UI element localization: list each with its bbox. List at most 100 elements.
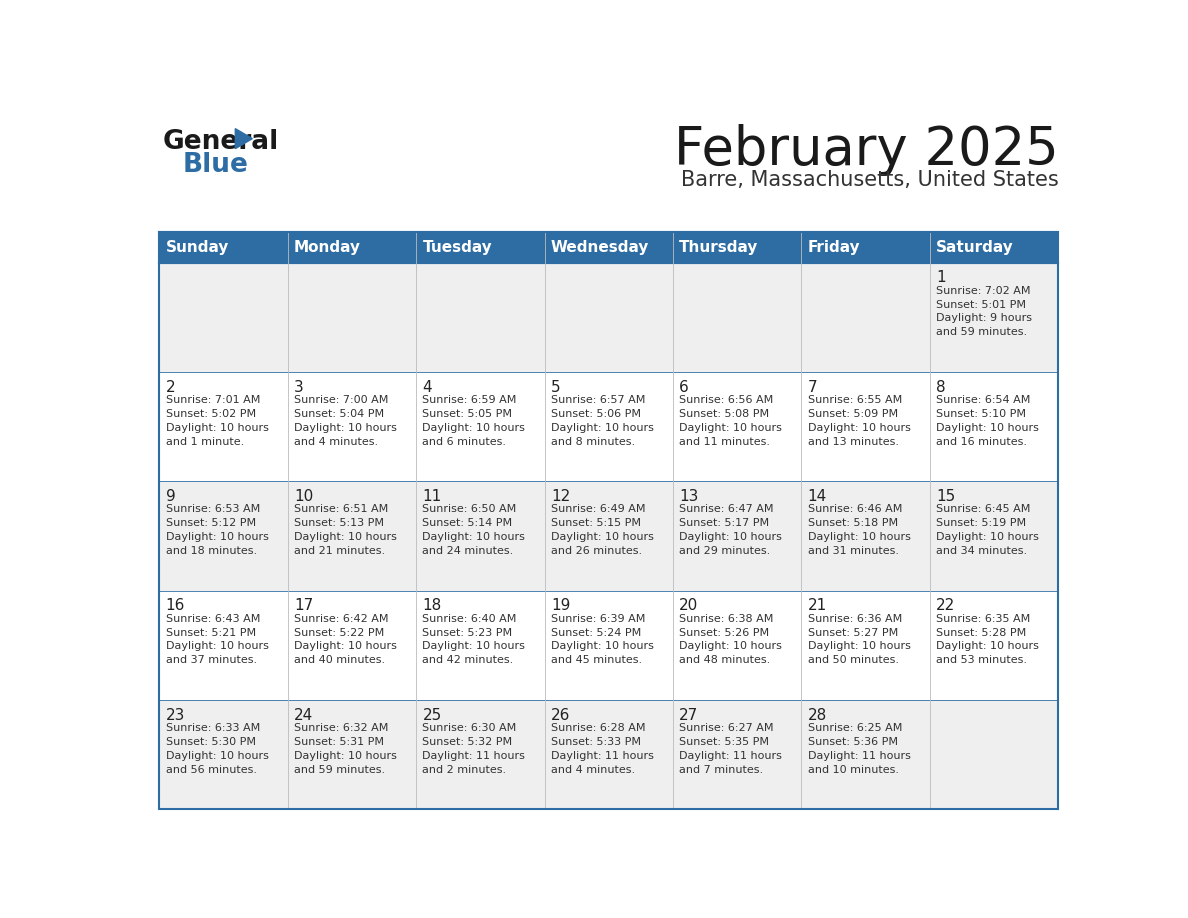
Text: Sunset: 5:01 PM: Sunset: 5:01 PM — [936, 299, 1026, 309]
Text: Daylight: 10 hours: Daylight: 10 hours — [680, 423, 782, 432]
Text: Daylight: 10 hours: Daylight: 10 hours — [551, 642, 653, 652]
Text: and 53 minutes.: and 53 minutes. — [936, 655, 1028, 666]
Text: and 18 minutes.: and 18 minutes. — [165, 546, 257, 556]
Text: 15: 15 — [936, 489, 955, 504]
Text: Sunset: 5:04 PM: Sunset: 5:04 PM — [293, 409, 384, 419]
Text: Sunrise: 6:43 AM: Sunrise: 6:43 AM — [165, 614, 260, 623]
Text: 6: 6 — [680, 380, 689, 395]
Text: and 4 minutes.: and 4 minutes. — [551, 765, 634, 775]
Text: 26: 26 — [551, 708, 570, 722]
Text: Sunset: 5:02 PM: Sunset: 5:02 PM — [165, 409, 255, 419]
Text: Daylight: 10 hours: Daylight: 10 hours — [293, 642, 397, 652]
Text: 9: 9 — [165, 489, 176, 504]
Text: Sunset: 5:31 PM: Sunset: 5:31 PM — [293, 737, 384, 747]
Text: Daylight: 10 hours: Daylight: 10 hours — [423, 642, 525, 652]
Text: Sunset: 5:23 PM: Sunset: 5:23 PM — [423, 628, 512, 638]
Text: 8: 8 — [936, 380, 946, 395]
Text: Sunrise: 6:55 AM: Sunrise: 6:55 AM — [808, 395, 902, 405]
Text: Sunset: 5:13 PM: Sunset: 5:13 PM — [293, 519, 384, 528]
Text: Sunset: 5:30 PM: Sunset: 5:30 PM — [165, 737, 255, 747]
Text: Sunrise: 7:02 AM: Sunrise: 7:02 AM — [936, 285, 1031, 296]
Text: and 16 minutes.: and 16 minutes. — [936, 437, 1028, 447]
Text: and 42 minutes.: and 42 minutes. — [423, 655, 513, 666]
Text: and 24 minutes.: and 24 minutes. — [423, 546, 513, 556]
Text: and 48 minutes.: and 48 minutes. — [680, 655, 771, 666]
Text: Blue: Blue — [183, 151, 248, 178]
Text: and 40 minutes.: and 40 minutes. — [293, 655, 385, 666]
Text: Daylight: 11 hours: Daylight: 11 hours — [680, 751, 782, 761]
Text: 27: 27 — [680, 708, 699, 722]
Text: Tuesday: Tuesday — [423, 240, 492, 254]
Text: Sunset: 5:17 PM: Sunset: 5:17 PM — [680, 519, 770, 528]
Text: 10: 10 — [293, 489, 314, 504]
Text: Sunset: 5:15 PM: Sunset: 5:15 PM — [551, 519, 640, 528]
Text: Friday: Friday — [808, 240, 860, 254]
Text: and 2 minutes.: and 2 minutes. — [423, 765, 506, 775]
Text: and 56 minutes.: and 56 minutes. — [165, 765, 257, 775]
Text: Sunrise: 6:39 AM: Sunrise: 6:39 AM — [551, 614, 645, 623]
Text: Daylight: 10 hours: Daylight: 10 hours — [680, 642, 782, 652]
Text: 4: 4 — [423, 380, 432, 395]
Text: Daylight: 10 hours: Daylight: 10 hours — [936, 642, 1040, 652]
Text: Daylight: 10 hours: Daylight: 10 hours — [165, 423, 268, 432]
Text: Daylight: 10 hours: Daylight: 10 hours — [423, 423, 525, 432]
Text: Sunrise: 6:28 AM: Sunrise: 6:28 AM — [551, 723, 645, 733]
Text: and 59 minutes.: and 59 minutes. — [936, 328, 1028, 337]
Text: Sunset: 5:32 PM: Sunset: 5:32 PM — [423, 737, 512, 747]
Text: Daylight: 10 hours: Daylight: 10 hours — [680, 532, 782, 543]
Text: Sunrise: 6:45 AM: Sunrise: 6:45 AM — [936, 504, 1030, 514]
Text: and 26 minutes.: and 26 minutes. — [551, 546, 642, 556]
Text: Daylight: 10 hours: Daylight: 10 hours — [423, 532, 525, 543]
Text: 23: 23 — [165, 708, 185, 722]
Text: and 29 minutes.: and 29 minutes. — [680, 546, 771, 556]
Text: Daylight: 10 hours: Daylight: 10 hours — [808, 423, 910, 432]
Text: Sunset: 5:36 PM: Sunset: 5:36 PM — [808, 737, 898, 747]
Text: Sunrise: 6:42 AM: Sunrise: 6:42 AM — [293, 614, 388, 623]
Text: 16: 16 — [165, 599, 185, 613]
Polygon shape — [235, 129, 252, 149]
Text: Sunrise: 6:47 AM: Sunrise: 6:47 AM — [680, 504, 773, 514]
Text: Sunrise: 6:50 AM: Sunrise: 6:50 AM — [423, 504, 517, 514]
Text: and 21 minutes.: and 21 minutes. — [293, 546, 385, 556]
Text: Sunset: 5:22 PM: Sunset: 5:22 PM — [293, 628, 384, 638]
Text: Sunrise: 6:36 AM: Sunrise: 6:36 AM — [808, 614, 902, 623]
Text: and 13 minutes.: and 13 minutes. — [808, 437, 898, 447]
Text: Sunrise: 6:32 AM: Sunrise: 6:32 AM — [293, 723, 388, 733]
Text: Daylight: 11 hours: Daylight: 11 hours — [808, 751, 910, 761]
Text: Daylight: 10 hours: Daylight: 10 hours — [808, 642, 910, 652]
Text: Sunrise: 6:35 AM: Sunrise: 6:35 AM — [936, 614, 1030, 623]
Text: Sunrise: 6:25 AM: Sunrise: 6:25 AM — [808, 723, 902, 733]
Text: and 4 minutes.: and 4 minutes. — [293, 437, 378, 447]
Text: 22: 22 — [936, 599, 955, 613]
Text: Sunset: 5:06 PM: Sunset: 5:06 PM — [551, 409, 640, 419]
Text: Sunset: 5:09 PM: Sunset: 5:09 PM — [808, 409, 898, 419]
Text: 7: 7 — [808, 380, 817, 395]
Text: Sunrise: 6:33 AM: Sunrise: 6:33 AM — [165, 723, 260, 733]
Text: Daylight: 10 hours: Daylight: 10 hours — [165, 532, 268, 543]
Text: Sunset: 5:19 PM: Sunset: 5:19 PM — [936, 519, 1026, 528]
Text: and 59 minutes.: and 59 minutes. — [293, 765, 385, 775]
Text: and 31 minutes.: and 31 minutes. — [808, 546, 898, 556]
Text: Daylight: 10 hours: Daylight: 10 hours — [551, 532, 653, 543]
Text: 3: 3 — [293, 380, 304, 395]
Text: and 34 minutes.: and 34 minutes. — [936, 546, 1028, 556]
Bar — [159, 481, 1059, 590]
Text: Monday: Monday — [293, 240, 361, 254]
Text: Sunset: 5:24 PM: Sunset: 5:24 PM — [551, 628, 642, 638]
Text: Sunset: 5:08 PM: Sunset: 5:08 PM — [680, 409, 770, 419]
Text: Sunset: 5:35 PM: Sunset: 5:35 PM — [680, 737, 770, 747]
Text: 2: 2 — [165, 380, 175, 395]
Text: Sunset: 5:26 PM: Sunset: 5:26 PM — [680, 628, 770, 638]
Text: February 2025: February 2025 — [674, 124, 1059, 176]
Text: and 11 minutes.: and 11 minutes. — [680, 437, 770, 447]
Text: and 7 minutes.: and 7 minutes. — [680, 765, 764, 775]
Text: Sunrise: 6:46 AM: Sunrise: 6:46 AM — [808, 504, 902, 514]
Text: Sunset: 5:10 PM: Sunset: 5:10 PM — [936, 409, 1026, 419]
Text: Daylight: 10 hours: Daylight: 10 hours — [936, 423, 1040, 432]
Text: 21: 21 — [808, 599, 827, 613]
Text: Sunrise: 6:56 AM: Sunrise: 6:56 AM — [680, 395, 773, 405]
Text: Wednesday: Wednesday — [551, 240, 649, 254]
Bar — [159, 232, 1059, 810]
Text: 20: 20 — [680, 599, 699, 613]
Text: Sunset: 5:28 PM: Sunset: 5:28 PM — [936, 628, 1026, 638]
